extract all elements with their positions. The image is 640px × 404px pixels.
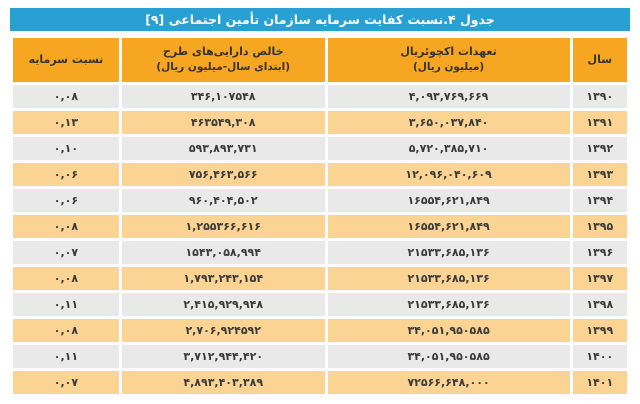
table-row: ۱۳۹۳ ۱۲,۰۹۶,۰۴۰,۶۰۹ ۷۵۶,۴۶۳,۵۶۶ ۰,۰۶ [13, 163, 627, 186]
cell-obligations: ۳۴,۰۵۱,۹۵۰۵۸۵ [327, 319, 570, 342]
cell-obligations: ۴,۰۹۳,۷۶۹,۶۶۹ [327, 85, 570, 108]
cell-obligations: ۲۱۵۳۳,۶۸۵,۱۳۶ [327, 267, 570, 290]
col-header-ratio: نسبت سرمایه [13, 38, 119, 82]
capital-adequacy-table: سال تعهدات اکچوئریال (میلیون ریال) خالص … [10, 35, 630, 397]
cell-obligations: ۱۶۵۵۴,۶۲۱,۸۴۹ [327, 189, 570, 212]
table-body: ۱۳۹۰ ۴,۰۹۳,۷۶۹,۶۶۹ ۳۴۶,۱۰۷۵۴۸ ۰,۰۸ ۱۳۹۱ … [13, 85, 627, 394]
cell-obligations: ۲۱۵۳۳,۶۸۵,۱۳۶ [327, 293, 570, 316]
cell-year: ۱۳۹۵ [572, 215, 627, 238]
cell-obligations: ۷۲۵۶۶,۶۴۸,۰۰۰ [327, 371, 570, 394]
table-row: ۱۳۹۱ ۳,۶۵۰,۰۳۷,۸۴۰ ۴۶۳۵۴۹,۳۰۸ ۰,۱۳ [13, 111, 627, 134]
cell-net-assets: ۲,۷۰۶,۹۲۴۵۹۲ [121, 319, 325, 342]
cell-ratio: ۰,۰۸ [13, 267, 119, 290]
cell-year: ۱۴۰۰ [572, 345, 627, 368]
cell-obligations: ۱۶۵۵۴,۶۲۱,۸۴۹ [327, 215, 570, 238]
table-row: ۱۳۹۴ ۱۶۵۵۴,۶۲۱,۸۴۹ ۹۶۰,۴۰۴,۵۰۲ ۰,۰۶ [13, 189, 627, 212]
cell-year: ۱۳۹۹ [572, 319, 627, 342]
col-header-net-assets-label: خالص دارایی‌های طرح [162, 45, 284, 59]
cell-obligations: ۳,۶۵۰,۰۳۷,۸۴۰ [327, 111, 570, 134]
table-row: ۱۳۹۰ ۴,۰۹۳,۷۶۹,۶۶۹ ۳۴۶,۱۰۷۵۴۸ ۰,۰۸ [13, 85, 627, 108]
table-row: ۱۳۹۲ ۵,۷۲۰,۳۸۵,۷۱۰ ۵۹۳,۸۹۳,۷۳۱ ۰,۱۰ [13, 137, 627, 160]
cell-ratio: ۰,۰۶ [13, 189, 119, 212]
cell-ratio: ۰,۰۷ [13, 241, 119, 264]
cell-net-assets: ۱,۷۹۳,۲۴۳,۱۵۴ [121, 267, 325, 290]
cell-net-assets: ۵۹۳,۸۹۳,۷۳۱ [121, 137, 325, 160]
cell-year: ۱۳۹۷ [572, 267, 627, 290]
cell-net-assets: ۳۴۶,۱۰۷۵۴۸ [121, 85, 325, 108]
col-header-ratio-label: نسبت سرمایه [28, 53, 104, 67]
table-row: ۱۳۹۸ ۲۱۵۳۳,۶۸۵,۱۳۶ ۲,۴۱۵,۹۲۹,۹۴۸ ۰,۱۱ [13, 293, 627, 316]
cell-net-assets: ۷۵۶,۴۶۳,۵۶۶ [121, 163, 325, 186]
table-title-bar: جدول ۴.نسبت کفایت سرمایه سازمان تأمین اج… [10, 8, 630, 31]
table-header-row: سال تعهدات اکچوئریال (میلیون ریال) خالص … [13, 38, 627, 82]
table-row: ۱۴۰۰ ۳۴,۰۵۱,۹۵۰۵۸۵ ۳,۷۱۲,۹۴۴,۴۲۰ ۰,۱۱ [13, 345, 627, 368]
cell-ratio: ۰,۱۱ [13, 345, 119, 368]
cell-year: ۱۳۹۱ [572, 111, 627, 134]
cell-year: ۱۴۰۱ [572, 371, 627, 394]
col-header-year: سال [572, 38, 627, 82]
cell-ratio: ۰,۰۸ [13, 215, 119, 238]
cell-obligations: ۵,۷۲۰,۳۸۵,۷۱۰ [327, 137, 570, 160]
cell-ratio: ۰,۱۱ [13, 293, 119, 316]
cell-net-assets: ۴,۸۹۳,۴۰۳,۳۸۹ [121, 371, 325, 394]
table-row: ۱۴۰۱ ۷۲۵۶۶,۶۴۸,۰۰۰ ۴,۸۹۳,۴۰۳,۳۸۹ ۰,۰۷ [13, 371, 627, 394]
col-header-obligations-unit: (میلیون ریال) [412, 61, 485, 74]
table-title: جدول ۴.نسبت کفایت سرمایه سازمان تأمین اج… [145, 12, 495, 27]
cell-ratio: ۰,۰۸ [13, 319, 119, 342]
col-header-obligations: تعهدات اکچوئریال (میلیون ریال) [327, 38, 570, 82]
cell-obligations: ۲۱۵۳۳,۶۸۵,۱۳۶ [327, 241, 570, 264]
col-header-year-label: سال [587, 53, 613, 67]
cell-year: ۱۳۹۶ [572, 241, 627, 264]
cell-year: ۱۳۹۳ [572, 163, 627, 186]
col-header-net-assets-unit: (ابتدای سال-میلیون ریال) [156, 61, 291, 74]
cell-year: ۱۳۹۲ [572, 137, 627, 160]
cell-ratio: ۰,۱۰ [13, 137, 119, 160]
table-row: ۱۳۹۹ ۳۴,۰۵۱,۹۵۰۵۸۵ ۲,۷۰۶,۹۲۴۵۹۲ ۰,۰۸ [13, 319, 627, 342]
table-row: ۱۳۹۶ ۲۱۵۳۳,۶۸۵,۱۳۶ ۱۵۴۳,۰۵۸,۹۹۴ ۰,۰۷ [13, 241, 627, 264]
cell-obligations: ۱۲,۰۹۶,۰۴۰,۶۰۹ [327, 163, 570, 186]
cell-net-assets: ۲,۴۱۵,۹۲۹,۹۴۸ [121, 293, 325, 316]
cell-year: ۱۳۹۰ [572, 85, 627, 108]
cell-ratio: ۰,۰۸ [13, 85, 119, 108]
cell-net-assets: ۹۶۰,۴۰۴,۵۰۲ [121, 189, 325, 212]
col-header-obligations-label: تعهدات اکچوئریال [400, 45, 497, 59]
cell-ratio: ۰,۱۳ [13, 111, 119, 134]
cell-ratio: ۰,۰۷ [13, 371, 119, 394]
table-row: ۱۳۹۷ ۲۱۵۳۳,۶۸۵,۱۳۶ ۱,۷۹۳,۲۴۳,۱۵۴ ۰,۰۸ [13, 267, 627, 290]
col-header-net-assets: خالص دارایی‌های طرح (ابتدای سال-میلیون ر… [121, 38, 325, 82]
cell-ratio: ۰,۰۶ [13, 163, 119, 186]
cell-net-assets: ۴۶۳۵۴۹,۳۰۸ [121, 111, 325, 134]
cell-net-assets: ۳,۷۱۲,۹۴۴,۴۲۰ [121, 345, 325, 368]
cell-net-assets: ۱۵۴۳,۰۵۸,۹۹۴ [121, 241, 325, 264]
cell-year: ۱۳۹۴ [572, 189, 627, 212]
cell-year: ۱۳۹۸ [572, 293, 627, 316]
cell-net-assets: ۱,۲۵۵۳۶۶,۶۱۶ [121, 215, 325, 238]
cell-obligations: ۳۴,۰۵۱,۹۵۰۵۸۵ [327, 345, 570, 368]
table-row: ۱۳۹۵ ۱۶۵۵۴,۶۲۱,۸۴۹ ۱,۲۵۵۳۶۶,۶۱۶ ۰,۰۸ [13, 215, 627, 238]
